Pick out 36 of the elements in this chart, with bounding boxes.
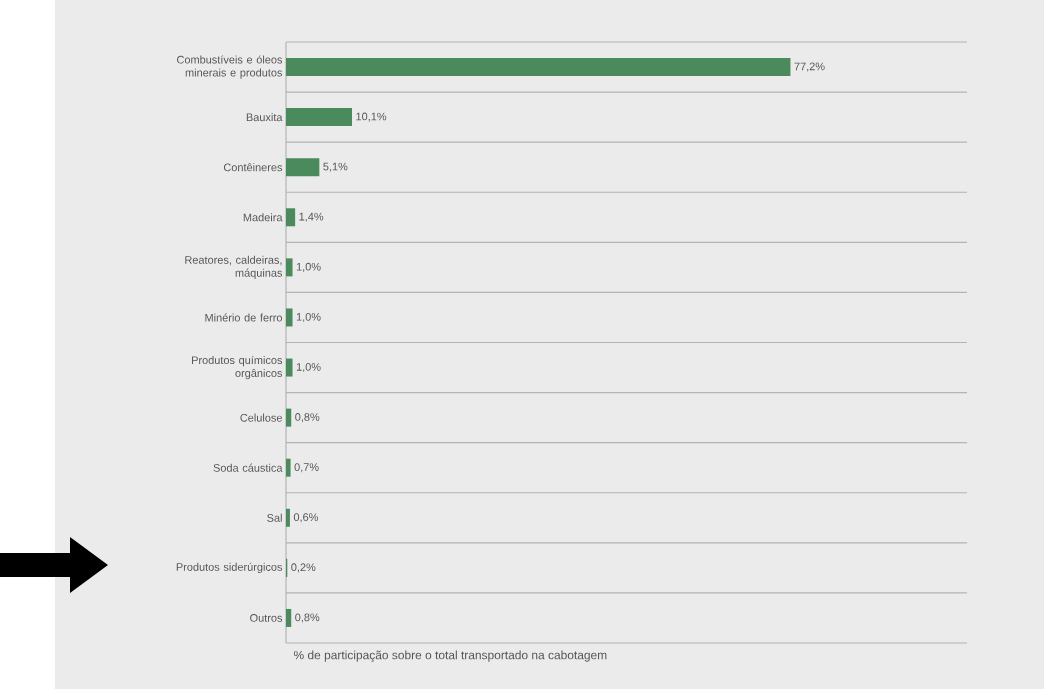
y-tick-label: Sal	[267, 513, 282, 522]
y-tick-label: Outros	[250, 614, 283, 622]
y-tick-label: Soda cáustica	[213, 463, 283, 472]
bar	[286, 208, 296, 227]
bar	[286, 608, 292, 627]
y-tick-label: Produtos químicos orgânicos	[192, 355, 283, 380]
data-label: 0,2%	[291, 563, 316, 573]
data-label: 0,8%	[295, 613, 320, 623]
data-label: 1,4%	[299, 212, 324, 222]
bar	[286, 158, 320, 177]
data-label: 1,0%	[296, 312, 321, 322]
data-label: 10,1%	[356, 112, 387, 122]
y-tick-label: Produtos siderúrgicos	[176, 562, 283, 574]
y-tick-label: Madeira	[243, 213, 283, 222]
data-label: 1,0%	[296, 262, 321, 272]
bar	[286, 258, 293, 277]
y-tick-label: Combustíveis e óleos minerais e produtos	[177, 55, 283, 79]
data-label: 77,2%	[794, 62, 825, 72]
data-label: 1,0%	[296, 363, 321, 373]
data-label: 5,1%	[323, 162, 348, 172]
data-label: 0,8%	[295, 413, 320, 423]
y-tick-label: Bauxita	[246, 113, 283, 122]
data-label: 0,7%	[294, 463, 319, 473]
bar	[286, 358, 293, 377]
bar	[286, 508, 290, 527]
bar	[286, 308, 293, 327]
data-label: 0,6%	[293, 513, 319, 523]
bar	[286, 108, 352, 127]
y-tick-label: Celulose	[240, 413, 282, 422]
x-axis-title: % de participação sobre o total transportado na cabotagem	[293, 650, 607, 662]
y-tick-label: Reatores, caldeiras, máquinas	[185, 255, 283, 279]
y-tick-label: Contêineres	[223, 163, 283, 172]
y-tick-label: Minério de ferro	[205, 313, 282, 322]
bar	[286, 408, 292, 427]
bar	[286, 458, 291, 477]
bar	[286, 58, 791, 77]
